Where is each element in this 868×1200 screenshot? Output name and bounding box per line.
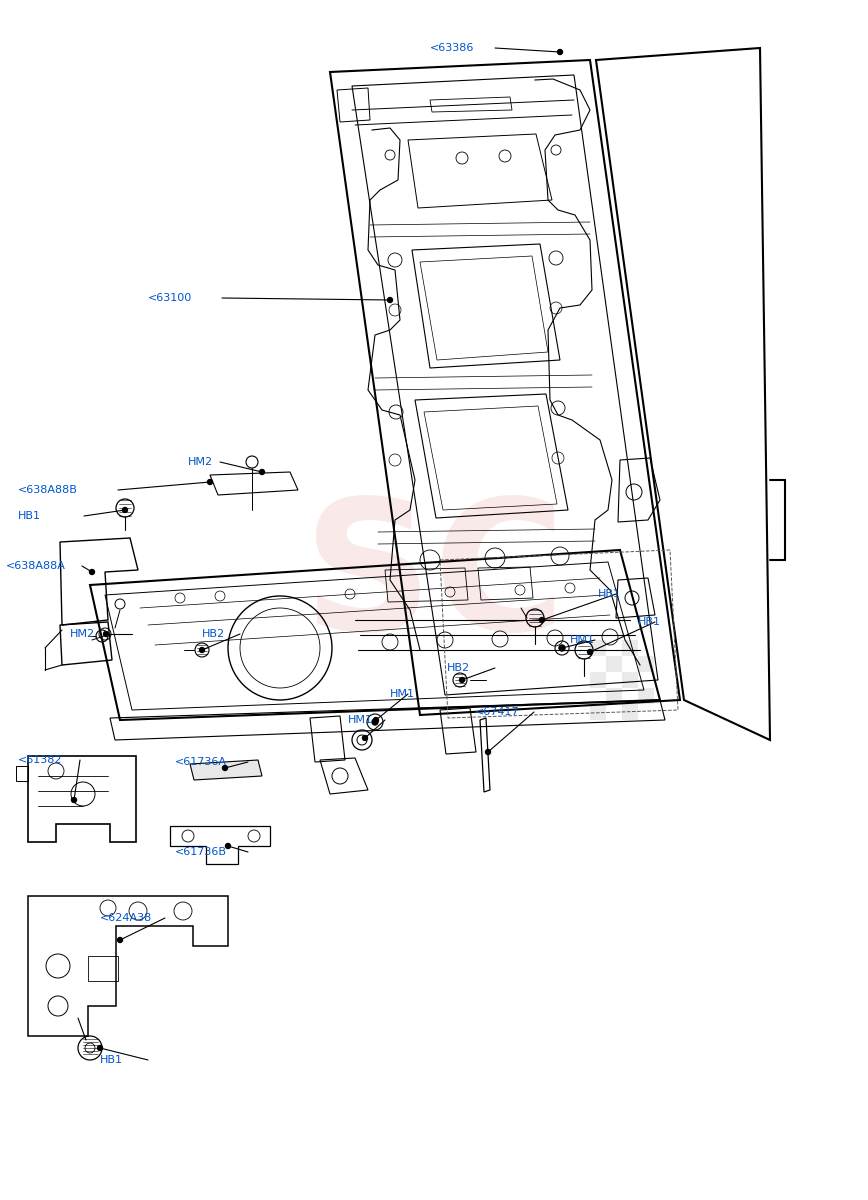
Text: <63386: <63386: [430, 43, 475, 53]
Circle shape: [117, 937, 122, 942]
Circle shape: [207, 480, 213, 485]
Bar: [590, 672, 606, 688]
Circle shape: [363, 736, 367, 740]
Circle shape: [71, 798, 76, 803]
Bar: [606, 688, 622, 704]
Circle shape: [485, 750, 490, 755]
Circle shape: [97, 1045, 102, 1050]
Text: <638A88B: <638A88B: [18, 485, 78, 494]
Text: <61736B: <61736B: [175, 847, 227, 857]
Text: HM2: HM2: [188, 457, 214, 467]
Circle shape: [459, 678, 464, 683]
Circle shape: [559, 646, 565, 650]
Polygon shape: [596, 48, 770, 740]
Text: <624A38: <624A38: [100, 913, 152, 923]
Circle shape: [387, 298, 392, 302]
Text: HB1: HB1: [100, 1055, 123, 1066]
Bar: [622, 672, 638, 688]
Text: HB1: HB1: [18, 511, 41, 521]
Bar: [590, 704, 606, 720]
Text: <61736A: <61736A: [175, 757, 227, 767]
Circle shape: [373, 718, 378, 722]
Circle shape: [540, 618, 544, 623]
Bar: [606, 656, 622, 672]
Text: <63100: <63100: [148, 293, 192, 302]
Text: HM1: HM1: [570, 635, 595, 646]
Circle shape: [200, 648, 205, 653]
Circle shape: [560, 646, 564, 650]
Text: HB1: HB1: [598, 589, 621, 599]
Text: HB1: HB1: [638, 617, 661, 626]
Bar: [622, 640, 638, 656]
Polygon shape: [190, 760, 262, 780]
Bar: [622, 704, 638, 720]
Bar: [638, 656, 654, 672]
Text: <61382: <61382: [18, 755, 62, 766]
Circle shape: [89, 570, 95, 575]
Text: HM2: HM2: [70, 629, 95, 638]
Bar: [590, 640, 606, 656]
Text: HB2: HB2: [202, 629, 225, 638]
Text: <638A88A: <638A88A: [6, 560, 66, 571]
Circle shape: [588, 649, 593, 654]
Circle shape: [226, 844, 231, 848]
Bar: [638, 688, 654, 704]
Circle shape: [222, 766, 227, 770]
Text: HM1: HM1: [348, 715, 373, 725]
Circle shape: [557, 49, 562, 54]
Text: <67417: <67417: [475, 707, 520, 716]
Text: HB2: HB2: [447, 662, 470, 673]
Text: SC: SC: [303, 492, 565, 668]
Circle shape: [260, 469, 265, 474]
Circle shape: [122, 508, 128, 512]
Circle shape: [103, 631, 108, 636]
Text: HM1: HM1: [390, 689, 415, 698]
Circle shape: [372, 719, 378, 725]
